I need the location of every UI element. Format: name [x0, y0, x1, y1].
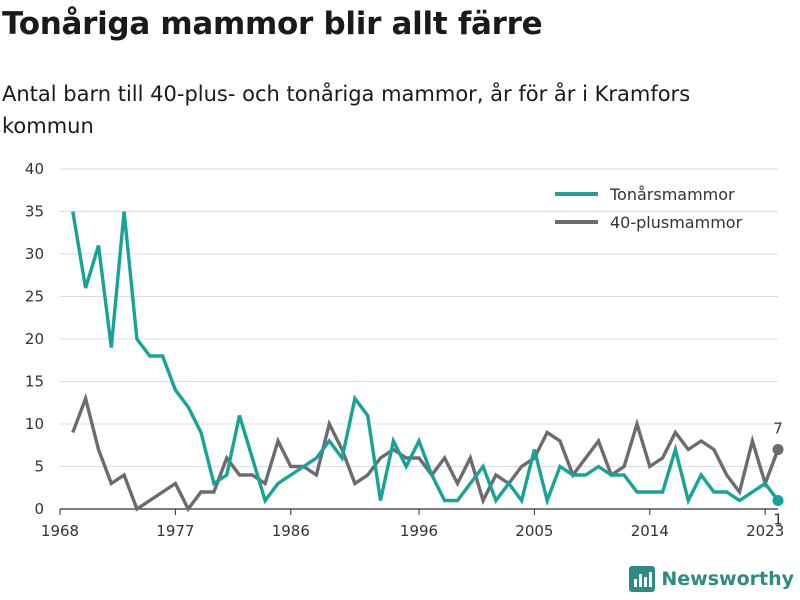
- series-lines: [71, 211, 780, 513]
- x-tick-label: 2023: [746, 522, 784, 540]
- series-line-tonarsmammor: [71, 211, 780, 507]
- y-tick-label: 30: [25, 245, 44, 263]
- y-tick-label: 5: [34, 458, 44, 476]
- y-tick-label: 40: [25, 160, 44, 178]
- end-markers: 17: [772, 420, 784, 529]
- chart-subtitle: Antal barn till 40-plus- och tonåriga ma…: [2, 82, 691, 138]
- x-tick-label: 1986: [272, 522, 310, 540]
- end-value-label: 7: [773, 420, 783, 438]
- x-tick-label: 1977: [156, 522, 194, 540]
- newsworthy-logo: Newsworthy: [629, 566, 794, 592]
- end-point-marker: [772, 444, 784, 455]
- legend-label: Tonårsmammor: [609, 185, 735, 204]
- legend-label: 40-plusmammor: [610, 213, 743, 232]
- x-tick-label: 2005: [515, 522, 553, 540]
- y-tick-label: 25: [25, 288, 44, 306]
- legend: Tonårsmammor 40-plusmammor: [555, 185, 743, 232]
- y-axis-ticks: 0 5 10 15 20 25 30 35 40: [25, 160, 44, 518]
- x-axis: 1968 1977 1986 1996 2005 2014 2023: [41, 509, 784, 540]
- y-tick-label: 10: [25, 415, 44, 433]
- series-line-40-plusmammor: [71, 392, 780, 513]
- x-tick-label: 2014: [631, 522, 669, 540]
- y-tick-label: 0: [34, 500, 44, 518]
- y-tick-label: 35: [25, 203, 44, 221]
- x-tick-label: 1968: [41, 522, 79, 540]
- bar-chart-icon: [629, 566, 656, 592]
- chart-title: Tonåriga mammor blir allt färre: [2, 6, 543, 42]
- y-tick-label: 15: [25, 373, 44, 391]
- brand-name: Newsworthy: [661, 568, 794, 590]
- y-grid: [60, 168, 778, 510]
- end-value-label: 1: [773, 511, 783, 529]
- y-tick-label: 20: [25, 330, 44, 348]
- end-point-marker: [772, 495, 784, 506]
- x-tick-label: 1996: [400, 522, 438, 540]
